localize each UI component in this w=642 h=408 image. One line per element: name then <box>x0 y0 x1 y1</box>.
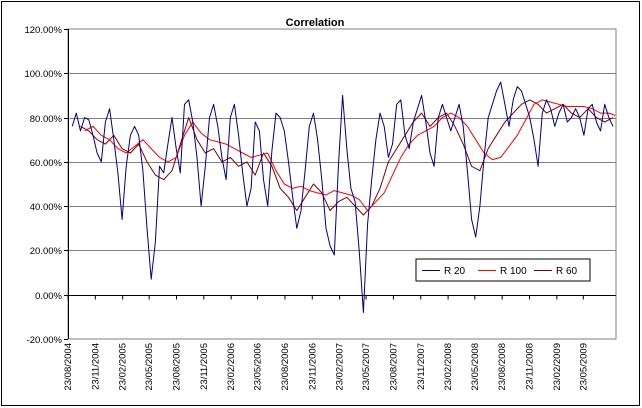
legend-label: R 60 <box>556 266 578 277</box>
x-tick-label: 23/11/2004 <box>90 343 101 390</box>
y-tick-label: -20.00% <box>27 335 63 346</box>
x-tick-label: 23/02/2008 <box>443 343 454 391</box>
x-tick-label: 23/05/2008 <box>470 343 481 391</box>
series-layer <box>71 81 616 313</box>
x-tick-label: 23/02/2006 <box>226 343 237 391</box>
x-tick-label: 23/08/2007 <box>388 343 399 391</box>
legend-label: R 100 <box>500 266 527 277</box>
x-tick-label: 23/05/2005 <box>144 343 155 391</box>
chart-title: Correlation <box>286 17 345 29</box>
y-tick-label: 20.00% <box>30 246 63 257</box>
x-tick-label: 23/11/2006 <box>307 343 318 390</box>
x-tick-label: 23/02/2005 <box>118 343 129 391</box>
x-tick-label: 23/11/2008 <box>525 343 536 390</box>
x-axis: 23/08/2004 23/11/2004 23/02/2005 23/05/2005… <box>63 295 616 391</box>
x-tick-label: 23/05/2006 <box>253 343 264 391</box>
x-tick-label: 23/05/2009 <box>578 343 589 391</box>
x-tick-label: 23/08/2004 <box>63 343 74 391</box>
series-line-r-20 <box>71 81 614 313</box>
x-tick-label: 23/02/2007 <box>335 343 346 391</box>
y-tick-label: 100.00% <box>24 69 62 80</box>
legend-box <box>415 258 591 282</box>
series-line-r-60 <box>80 99 614 216</box>
x-tick-label: 23/08/2006 <box>280 343 291 391</box>
x-tick-label: 23/08/2005 <box>171 343 182 391</box>
legend: R 20 R 100 R 60 <box>415 258 591 282</box>
y-tick-label: 0.00% <box>35 291 62 302</box>
x-tick-label: 23/05/2007 <box>361 343 372 391</box>
x-tick-label: 23/11/2007 <box>416 343 427 390</box>
y-axis: -20.00% 0.00% 20.00% 40.00% 60.00% 80.00% 100.… <box>24 25 69 346</box>
x-tick-label: 23/02/2009 <box>552 343 563 391</box>
y-tick-label: 40.00% <box>30 202 63 213</box>
y-tick-label: 120.00% <box>24 25 62 36</box>
x-tick-label: 23/11/2005 <box>199 343 210 390</box>
y-tick-label: 60.00% <box>30 158 63 169</box>
y-tick-label: 80.00% <box>30 114 63 125</box>
legend-label: R 20 <box>444 266 466 277</box>
x-tick-label: 23/08/2008 <box>497 343 508 391</box>
